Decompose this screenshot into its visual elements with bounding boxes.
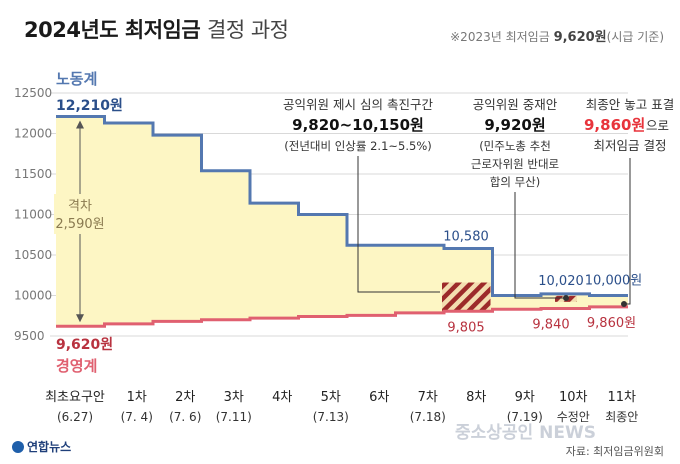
annotation-text: 합의 무산) bbox=[490, 175, 540, 189]
series-name-business: 경영계 bbox=[56, 357, 97, 375]
x-tick-label: 11차 bbox=[607, 390, 636, 405]
annotation-value: 9,860원 bbox=[584, 116, 645, 134]
x-tick-label: 8차 bbox=[466, 390, 486, 405]
annotation-dot bbox=[563, 295, 569, 301]
title-main: 2024년도 최저임금 bbox=[24, 18, 201, 42]
x-tick-sublabel: (7.18) bbox=[410, 410, 446, 424]
annotation-value: 9,820~10,150원 bbox=[292, 116, 424, 134]
x-tick-sublabel: 수정안 bbox=[557, 410, 590, 424]
annotation-leader bbox=[357, 156, 440, 293]
gap-label-bg bbox=[54, 194, 106, 234]
x-tick-sublabel: (7.13) bbox=[313, 410, 349, 424]
x-tick-label: 4차 bbox=[272, 390, 292, 405]
reference-note: ※2023년 최저임금 9,620원(시급 기준) bbox=[450, 26, 664, 45]
value-label: 10,020 bbox=[538, 274, 584, 289]
x-tick-sublabel: 최종안 bbox=[605, 410, 638, 424]
value-label: 9,860원 bbox=[587, 316, 636, 331]
series-line-business bbox=[56, 305, 628, 328]
x-tick-label: 5차 bbox=[321, 390, 341, 405]
x-tick-label: 최초요구안 bbox=[45, 390, 105, 405]
annotation-leader bbox=[514, 192, 566, 299]
annotation-text: 으로 bbox=[646, 118, 669, 133]
annotation-text: (민주노총 추천 bbox=[479, 139, 551, 153]
annotation-dot bbox=[621, 301, 627, 307]
y-tick-label: 10000 bbox=[14, 289, 52, 303]
x-tick-label: 3차 bbox=[224, 390, 244, 405]
note-suffix: (시급 기준) bbox=[606, 30, 664, 44]
title-sub: 결정 과정 bbox=[207, 18, 289, 42]
x-tick-label: 10차 bbox=[559, 390, 588, 405]
x-tick-label: 9차 bbox=[515, 390, 535, 405]
x-tick-sublabel: (7. 4) bbox=[121, 410, 153, 424]
note-prefix: ※2023년 최저임금 bbox=[450, 30, 550, 44]
y-tick-label: 9500 bbox=[14, 329, 45, 343]
logo: 연합뉴스 bbox=[12, 438, 71, 455]
annotation-text: (전년대비 인상률 2.1~5.5%) bbox=[284, 139, 431, 153]
x-tick-sublabel: (7.19) bbox=[507, 410, 543, 424]
x-tick-label: 6차 bbox=[369, 390, 389, 405]
value-label: 9,840 bbox=[532, 317, 569, 332]
gap-fill bbox=[56, 116, 628, 327]
x-tick-label: 2차 bbox=[175, 390, 195, 405]
annotation-text: 근로자위원 반대로 bbox=[471, 157, 559, 171]
value-label: 10,000원 bbox=[585, 274, 642, 289]
x-tick-sublabel: (7.11) bbox=[216, 410, 252, 424]
annotation-value: 9,920원 bbox=[484, 116, 545, 134]
note-value: 9,620원 bbox=[553, 30, 607, 45]
hatch-block bbox=[442, 282, 491, 312]
y-tick-label: 12500 bbox=[14, 86, 52, 100]
value-label: 10,580 bbox=[443, 230, 489, 245]
annotation-text: 최저임금 결정 bbox=[594, 138, 667, 153]
x-tick-sublabel: (6.27) bbox=[57, 410, 93, 424]
gap-label: 격차 bbox=[68, 199, 92, 214]
x-tick-label: 7차 bbox=[418, 390, 438, 405]
annotation-text: 공익위원 중재안 bbox=[473, 97, 558, 112]
series-line-labor bbox=[56, 114, 628, 297]
y-tick-label: 11500 bbox=[14, 167, 52, 181]
y-tick-label: 10500 bbox=[14, 248, 52, 262]
gap-value: 2,590원 bbox=[55, 217, 104, 232]
value-label: 9,620원 bbox=[56, 337, 113, 353]
logo-text: 연합뉴스 bbox=[27, 440, 72, 454]
x-tick-sublabel: (7. 6) bbox=[169, 410, 201, 424]
value-label: 12,210원 bbox=[56, 98, 123, 114]
y-tick-label: 12000 bbox=[14, 127, 52, 141]
gap-arrow-head-down bbox=[76, 314, 84, 323]
page-title: 2024년도 최저임금 결정 과정 bbox=[24, 14, 289, 44]
source-note: 자료: 최저임금위원회 bbox=[565, 445, 664, 458]
annotation-text: 공익위원 제시 심의 촉진구간 bbox=[283, 97, 433, 112]
series-name-labor: 노동계 bbox=[56, 70, 97, 88]
gap-arrow-head-up bbox=[76, 120, 84, 129]
y-tick-label: 11000 bbox=[14, 208, 52, 222]
watermark: 중소상공인 NEWS bbox=[455, 423, 596, 443]
x-tick-label: 1차 bbox=[127, 390, 147, 405]
value-label: 9,805 bbox=[447, 320, 484, 335]
annotation-text: 최종안 놓고 표결 bbox=[586, 97, 674, 112]
logo-icon bbox=[12, 441, 24, 453]
